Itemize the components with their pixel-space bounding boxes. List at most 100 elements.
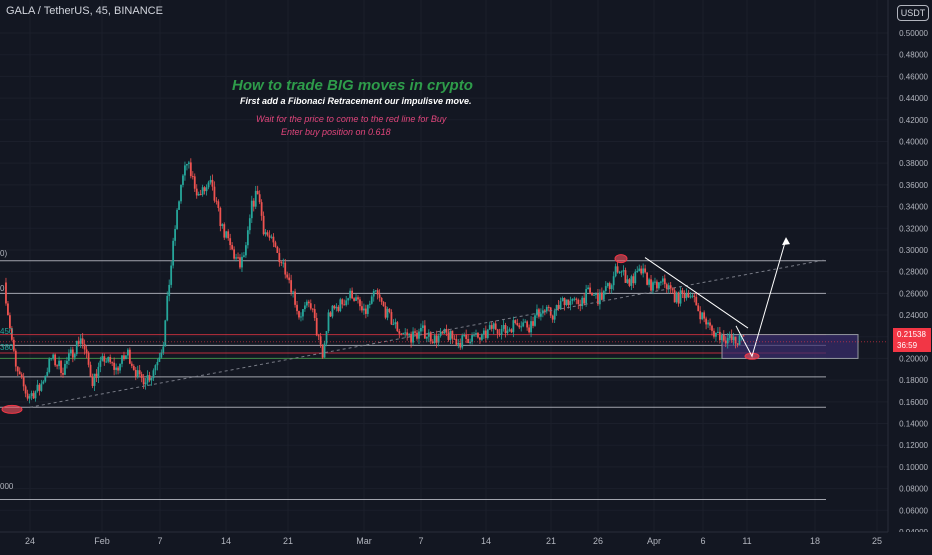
candle-body bbox=[123, 355, 125, 360]
candle-body bbox=[587, 287, 589, 290]
candle-body bbox=[264, 232, 267, 235]
candle-body bbox=[447, 332, 450, 340]
candle-body bbox=[107, 357, 110, 362]
candle-body bbox=[500, 328, 503, 335]
candle-body bbox=[246, 230, 249, 246]
candle-body bbox=[494, 323, 497, 330]
candle-body bbox=[557, 305, 560, 309]
candle-body bbox=[10, 328, 13, 340]
candle-body bbox=[119, 363, 121, 371]
candle-body bbox=[130, 363, 133, 366]
candle-body bbox=[331, 305, 334, 317]
candle-body bbox=[158, 357, 161, 362]
candle-body bbox=[618, 272, 621, 274]
candle-body bbox=[713, 330, 715, 337]
candle-body bbox=[477, 333, 479, 338]
candle-body bbox=[321, 344, 324, 358]
candle-body bbox=[60, 360, 62, 373]
candle-body bbox=[292, 291, 294, 293]
y-tick-label: 0.40000 bbox=[899, 137, 928, 146]
candle-body bbox=[724, 340, 727, 344]
candle-body bbox=[20, 374, 23, 378]
candle-body bbox=[258, 194, 261, 203]
candle-body bbox=[522, 322, 525, 327]
y-tick-label: 0.12000 bbox=[899, 441, 928, 450]
candle-body bbox=[536, 309, 538, 316]
candle-body bbox=[296, 304, 298, 312]
candle-body bbox=[252, 200, 255, 207]
annotation-title: How to trade BIG moves in crypto bbox=[232, 77, 473, 94]
candle-body bbox=[170, 265, 173, 285]
candle-body bbox=[717, 331, 719, 333]
y-tick-label: 0.18000 bbox=[899, 376, 928, 385]
candle-body bbox=[581, 297, 584, 307]
candle-body bbox=[154, 365, 157, 371]
candle-body bbox=[620, 271, 623, 273]
candle-body bbox=[223, 224, 226, 238]
candle-body bbox=[479, 337, 481, 340]
candle-body bbox=[237, 257, 239, 259]
candle-body bbox=[689, 296, 692, 298]
candle-body bbox=[565, 299, 568, 306]
candle-body bbox=[201, 187, 204, 195]
candle-body bbox=[221, 224, 224, 227]
candle-body bbox=[561, 297, 564, 302]
candle-body bbox=[654, 281, 656, 283]
candle-body bbox=[675, 292, 678, 303]
y-tick-label: 0.46000 bbox=[899, 72, 928, 81]
candle-body bbox=[386, 308, 389, 318]
candle-body bbox=[404, 332, 407, 334]
candle-body bbox=[644, 268, 647, 273]
candle-body bbox=[437, 335, 440, 343]
candle-body bbox=[687, 293, 690, 298]
candle-body bbox=[193, 176, 196, 189]
candle-body bbox=[363, 308, 365, 311]
candle-body bbox=[597, 294, 599, 305]
y-tick-label: 0.28000 bbox=[899, 268, 928, 277]
fib-label: 0 bbox=[0, 284, 5, 293]
candle-body bbox=[683, 293, 686, 299]
candle-body bbox=[427, 332, 430, 337]
high-marker bbox=[614, 254, 628, 264]
candle-body bbox=[699, 311, 702, 320]
candle-body bbox=[174, 229, 176, 241]
candle-body bbox=[349, 290, 352, 299]
candle-body bbox=[628, 279, 631, 286]
candle-body bbox=[551, 315, 554, 320]
candle-body bbox=[658, 282, 660, 289]
candle-body bbox=[231, 245, 234, 250]
candle-body bbox=[435, 335, 438, 343]
candle-body bbox=[553, 310, 556, 320]
candle-body bbox=[335, 306, 338, 309]
last-price-value: 0.21538 bbox=[897, 330, 926, 339]
candle-body bbox=[195, 188, 198, 196]
candle-body bbox=[559, 301, 562, 309]
candle-body bbox=[276, 247, 279, 253]
candle-body bbox=[512, 320, 515, 333]
candle-body bbox=[62, 372, 64, 375]
candle-body bbox=[593, 294, 595, 296]
candle-body bbox=[42, 381, 45, 384]
candle-body bbox=[648, 279, 650, 285]
candle-body bbox=[555, 305, 558, 311]
time-axis: 24 Feb 7 14 21 Mar 7 14 21 26 Apr 6 11 18 25 bbox=[0, 531, 932, 550]
candle-body bbox=[715, 332, 717, 337]
candle-body bbox=[339, 299, 342, 311]
candle-body bbox=[599, 292, 601, 305]
candle-body bbox=[44, 375, 47, 382]
candle-body bbox=[38, 384, 41, 391]
candle-body bbox=[270, 236, 273, 238]
candle-body bbox=[184, 165, 186, 176]
candle-body bbox=[280, 262, 283, 264]
candle-body bbox=[510, 329, 513, 333]
candle-body bbox=[695, 296, 698, 306]
candle-body bbox=[693, 295, 696, 297]
candle-body bbox=[97, 366, 100, 378]
currency-button[interactable]: USDT bbox=[897, 5, 929, 21]
candle-body bbox=[681, 290, 684, 294]
candle-body bbox=[726, 337, 729, 344]
candle-body bbox=[28, 396, 31, 399]
candle-body bbox=[532, 321, 534, 326]
